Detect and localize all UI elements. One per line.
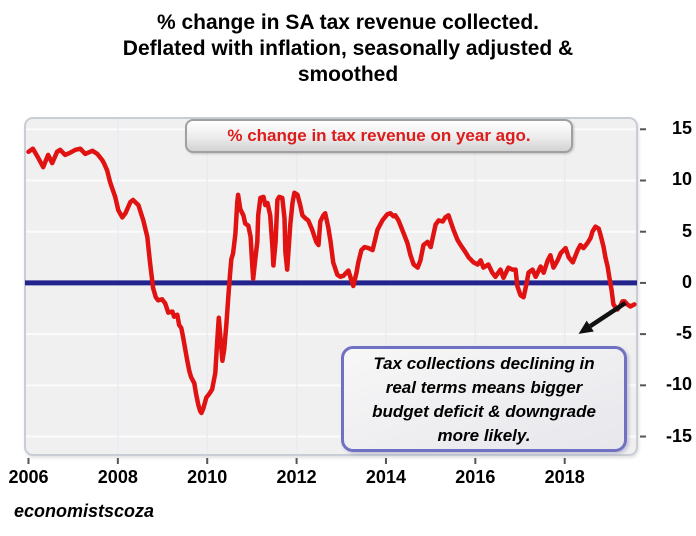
watermark-text: economistscoza (14, 501, 155, 521)
chart-title: % change in SA tax revenue collected. De… (0, 10, 696, 88)
x-axis-label: 2016 (455, 467, 496, 487)
chart-title-line-3: smoothed (297, 63, 399, 86)
annotation-line-4: more likely. (437, 426, 531, 445)
x-axis-label: 2012 (276, 467, 317, 487)
y-axis-label: -10 (665, 374, 692, 395)
chart-title-line-1: % change in SA tax revenue collected. (156, 11, 540, 34)
y-axis-label: -15 (665, 425, 692, 446)
x-axis-label: 2006 (8, 467, 49, 487)
annotation-line-3: budget deficit & downgrade (372, 402, 596, 421)
x-axis-label: 2010 (187, 467, 228, 487)
annotation-arrow-head (578, 320, 594, 334)
x-axis-label: 2018 (544, 467, 585, 487)
annotation-arrow-shaft (589, 301, 627, 328)
chart-title-line-2: Deflated with inflation, seasonally adju… (122, 37, 574, 60)
y-axis-label: 15 (671, 118, 692, 139)
y-axis-label: 0 (681, 271, 692, 292)
annotation-line-2: real terms means bigger (385, 378, 583, 397)
x-axis-label: 2014 (365, 467, 406, 487)
annotation-line-1: Tax collections declining in (373, 354, 595, 373)
y-axis-label: 10 (671, 169, 692, 190)
series-label-box: % change in tax revenue on year ago. (185, 119, 573, 153)
series-label-text: % change in tax revenue on year ago. (227, 126, 531, 145)
annotation-box: Tax collections declining in real terms … (341, 346, 627, 452)
revenue-line (26, 146, 637, 416)
y-axis-label: 5 (681, 220, 692, 241)
y-axis-label: -5 (675, 323, 692, 344)
x-axis-label: 2008 (97, 467, 138, 487)
